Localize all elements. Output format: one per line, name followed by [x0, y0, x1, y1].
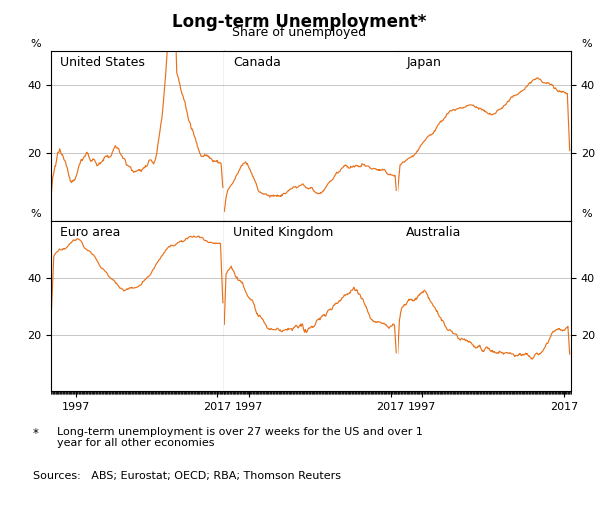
Text: Canada: Canada [233, 56, 281, 69]
Text: United Kingdom: United Kingdom [233, 226, 333, 239]
Text: United States: United States [60, 56, 144, 69]
Text: Long-term unemployment is over 27 weeks for the US and over 1
year for all other: Long-term unemployment is over 27 weeks … [57, 427, 423, 448]
Text: Sources:   ABS; Eurostat; OECD; RBA; Thomson Reuters: Sources: ABS; Eurostat; OECD; RBA; Thoms… [33, 471, 341, 481]
Text: Share of unemployed: Share of unemployed [232, 26, 366, 39]
Text: Long-term Unemployment*: Long-term Unemployment* [172, 13, 426, 31]
Text: %: % [30, 209, 41, 219]
Text: Japan: Japan [406, 56, 441, 69]
Text: Euro area: Euro area [60, 226, 120, 239]
Text: %: % [30, 39, 41, 49]
Text: *: * [33, 427, 39, 440]
Text: Australia: Australia [406, 226, 462, 239]
Text: %: % [581, 39, 592, 49]
Text: %: % [581, 209, 592, 219]
